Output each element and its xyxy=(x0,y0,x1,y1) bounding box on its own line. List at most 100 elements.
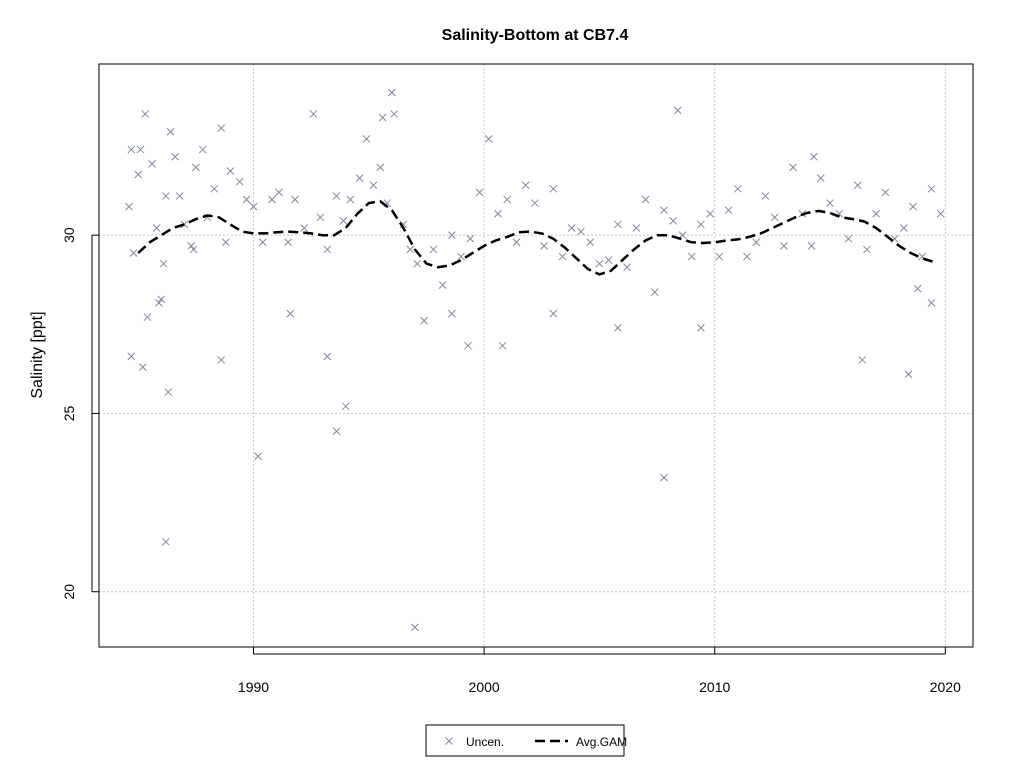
data-point xyxy=(284,238,292,247)
y-tick-label: 30 xyxy=(61,227,77,243)
data-point xyxy=(171,152,179,161)
data-point xyxy=(254,452,262,461)
y-tick-label: 25 xyxy=(61,405,77,421)
data-point xyxy=(162,192,170,200)
data-point xyxy=(388,88,396,97)
data-point xyxy=(567,224,576,232)
data-point xyxy=(913,284,922,293)
data-point xyxy=(807,241,816,250)
data-point xyxy=(406,245,415,254)
data-point xyxy=(152,224,161,232)
data-point xyxy=(332,427,341,436)
data-point xyxy=(770,213,779,222)
data-point xyxy=(632,224,641,232)
data-point xyxy=(475,188,484,197)
data-point xyxy=(268,195,276,204)
data-point xyxy=(136,145,145,154)
y-axis: 20 25 30 xyxy=(61,227,99,600)
legend: Uncen. Avg.GAM xyxy=(425,724,627,757)
data-point xyxy=(217,356,226,364)
gam-line xyxy=(137,199,935,276)
data-point xyxy=(420,316,429,325)
data-point xyxy=(134,170,143,179)
legend-x-marker xyxy=(445,737,453,745)
data-point xyxy=(127,145,136,154)
data-point xyxy=(498,341,507,350)
data-point xyxy=(604,256,613,264)
scatter-points xyxy=(125,88,945,632)
data-point xyxy=(198,145,207,154)
data-point xyxy=(175,192,184,200)
data-point xyxy=(438,281,447,289)
data-point xyxy=(300,224,309,232)
data-point xyxy=(540,241,548,250)
data-point xyxy=(447,309,456,318)
legend-label-uncen: Uncen. xyxy=(466,735,504,749)
data-point xyxy=(909,202,917,211)
data-point xyxy=(129,249,138,257)
data-point xyxy=(927,299,936,307)
data-point xyxy=(521,181,530,190)
data-point xyxy=(362,135,371,143)
data-point xyxy=(464,341,472,350)
legend-box xyxy=(425,724,625,757)
data-point xyxy=(512,238,521,247)
data-point xyxy=(275,188,283,197)
data-point xyxy=(210,184,219,193)
data-point xyxy=(413,259,422,268)
data-point xyxy=(411,623,419,632)
data-point xyxy=(586,238,595,247)
data-point xyxy=(810,152,818,161)
data-point xyxy=(332,192,341,200)
data-point xyxy=(390,110,399,118)
data-point xyxy=(697,220,705,229)
data-point xyxy=(157,295,166,304)
chart-title: Salinity-Bottom at CB7.4 xyxy=(442,27,629,44)
x-tick-label: 2020 xyxy=(930,679,961,695)
data-point xyxy=(127,352,136,361)
data-point xyxy=(872,209,880,218)
data-point xyxy=(143,313,152,322)
data-point xyxy=(673,106,682,115)
data-point xyxy=(863,245,871,254)
data-point xyxy=(148,159,156,168)
data-point xyxy=(141,110,149,118)
data-point xyxy=(316,213,325,222)
data-point xyxy=(429,245,438,254)
data-point xyxy=(346,195,355,204)
data-point xyxy=(494,209,502,218)
data-point xyxy=(816,174,825,182)
data-point xyxy=(530,199,539,207)
data-point xyxy=(733,184,742,193)
legend-marker-uncen xyxy=(445,737,453,745)
legend-label-gam: Avg.GAM xyxy=(576,735,627,749)
data-point xyxy=(503,195,512,204)
data-point xyxy=(466,234,475,243)
data-point xyxy=(164,388,173,396)
data-point xyxy=(242,195,251,204)
data-point xyxy=(904,370,913,379)
data-point xyxy=(339,217,348,225)
data-point xyxy=(192,163,200,172)
y-axis-label: Salinity [ppt] xyxy=(29,311,46,398)
data-point xyxy=(881,188,890,197)
data-point xyxy=(595,259,604,268)
data-point xyxy=(369,181,378,190)
data-point xyxy=(484,135,493,143)
data-point xyxy=(291,195,299,204)
data-point xyxy=(706,209,714,218)
data-point xyxy=(780,241,788,250)
data-point xyxy=(341,402,350,411)
data-point xyxy=(166,127,175,136)
data-point xyxy=(853,181,862,190)
grid xyxy=(99,64,973,647)
x-axis: 1990 2000 2010 2020 xyxy=(238,647,961,695)
plot-frame xyxy=(98,63,974,648)
data-point xyxy=(235,177,244,186)
data-point xyxy=(743,252,751,261)
data-point xyxy=(138,363,147,371)
data-point xyxy=(376,163,385,172)
data-point xyxy=(623,263,631,272)
data-point xyxy=(687,252,696,261)
data-point xyxy=(858,356,867,364)
